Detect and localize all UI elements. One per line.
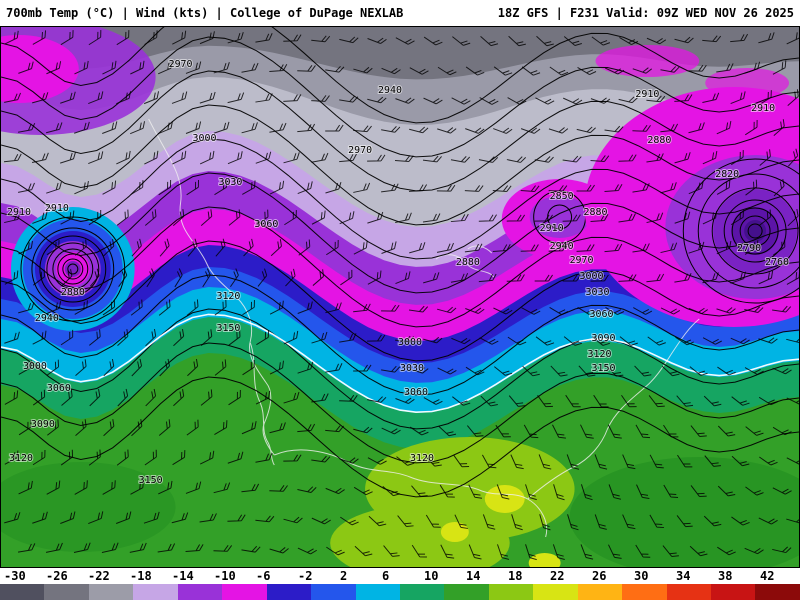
colorbar-tick: -6 [256,569,271,583]
colorbar-tick: 2 [340,569,348,583]
contour-label: 2880 [456,257,480,268]
colorbar-segment [755,584,800,600]
contour-label: 3150 [139,475,163,486]
contour-label: 3150 [216,323,240,334]
contour-label: 2940 [35,313,59,324]
contour-label: 2940 [378,85,402,96]
colorbar-tick: 18 [508,569,523,583]
colorbar-segment [355,584,400,600]
colorbar-tick: -18 [130,569,152,583]
colorbar-tick: 42 [760,569,775,583]
cold-pools [1,27,799,331]
colorbar-tick: 26 [592,569,607,583]
colorbar-tick: 38 [718,569,733,583]
contour-label: 3000 [23,361,47,372]
colorbar-tick: -2 [298,569,313,583]
map-canvas: 2970 3000 2940 2970 3030 3060 2910 2910 2880 2820… [1,27,799,567]
wind-barbs [3,30,799,561]
colorbar-segment [222,584,267,600]
contour-label: 3060 [47,383,71,394]
colorbar-segment [711,584,756,600]
contour-label: 2910 [45,203,69,214]
colorbar-segment [44,584,89,600]
contour-label: 2910 [751,103,775,114]
contour-label: 3120 [588,349,612,360]
height-contours [1,27,799,498]
colorbar [0,584,800,600]
colorbar-tick: -26 [46,569,68,583]
model-valid-title: 18Z GFS | F231 Valid: 09Z WED NOV 26 202… [497,6,794,20]
warm-patches [1,437,799,567]
colorbar-tick: 34 [676,569,691,583]
colorbar-segment [488,584,534,600]
contour-labels: 2970 3000 2940 2970 3030 3060 2910 2910 2880 2820… [6,58,790,487]
contour-label: 2880 [647,135,671,146]
colorbar-segment [399,584,445,600]
contour-label: 2970 [169,59,193,70]
contour-label: 2910 [7,207,31,218]
colorbar-segment [266,584,312,600]
product-title: 700mb Temp (°C) | Wind (kts) | College o… [6,6,404,20]
contour-label: 3000 [193,133,217,144]
contour-label: 3060 [404,387,428,398]
contour-label: 3030 [218,177,242,188]
colorbar-tick: -22 [88,569,110,583]
colorbar-tick: 6 [382,569,390,583]
colorbar-tick: -14 [172,569,194,583]
colorbar-segment [577,584,623,600]
colorbar-tick: -30 [4,569,26,583]
colorbar-segment [444,584,489,600]
contour-label: 2790 [737,243,761,254]
title-bar: 700mb Temp (°C) | Wind (kts) | College o… [0,0,800,26]
contour-label: 3150 [592,363,616,374]
colorbar-segment [133,584,178,600]
contour-label: 3120 [216,291,240,302]
contour-label: 3030 [586,287,610,298]
contour-label: 2760 [765,257,789,268]
colorbar-segment [311,584,356,600]
contour-label: 3030 [400,363,424,374]
weather-map: 2970 3000 2940 2970 3030 3060 2910 2910 2880 2820… [0,26,800,568]
zero-isotherm [1,313,799,414]
colorbar-tick: 10 [424,569,439,583]
colorbar-segment [177,584,223,600]
contour-label: 2940 [550,241,574,252]
colorbar-tick: 22 [550,569,565,583]
contour-label: 2910 [635,89,659,100]
colorbar-tick: -10 [214,569,236,583]
contour-label: 2970 [348,145,372,156]
contour-label: 2970 [570,255,594,266]
contour-label: 3120 [410,453,434,464]
colorbar-segment [622,584,667,600]
colorbar-tick: 14 [466,569,481,583]
contour-label: 3060 [254,219,278,230]
colorbar-segment [88,584,134,600]
contour-label: 3120 [9,453,33,464]
colorbar-tick: 30 [634,569,649,583]
contour-label: 2850 [550,191,574,202]
colorbar-segment [533,584,578,600]
colorbar-segment [0,584,45,600]
contour-label: 3000 [398,337,422,348]
contour-label: 2880 [61,287,85,298]
contour-label: 2910 [540,223,564,234]
colorbar-segment [666,584,711,600]
contour-label: 2880 [584,207,608,218]
contour-label: 2820 [715,169,739,180]
contour-label: 3060 [590,309,614,320]
colorbar-ticks: -30 -26 -22 -18 -14 -10 -6 -2 2 6 10 14 18 22 26 30 34 38… [0,568,800,584]
contour-label: 3090 [31,419,55,430]
contour-label: 3090 [592,333,616,344]
contour-label: 3000 [580,271,604,282]
